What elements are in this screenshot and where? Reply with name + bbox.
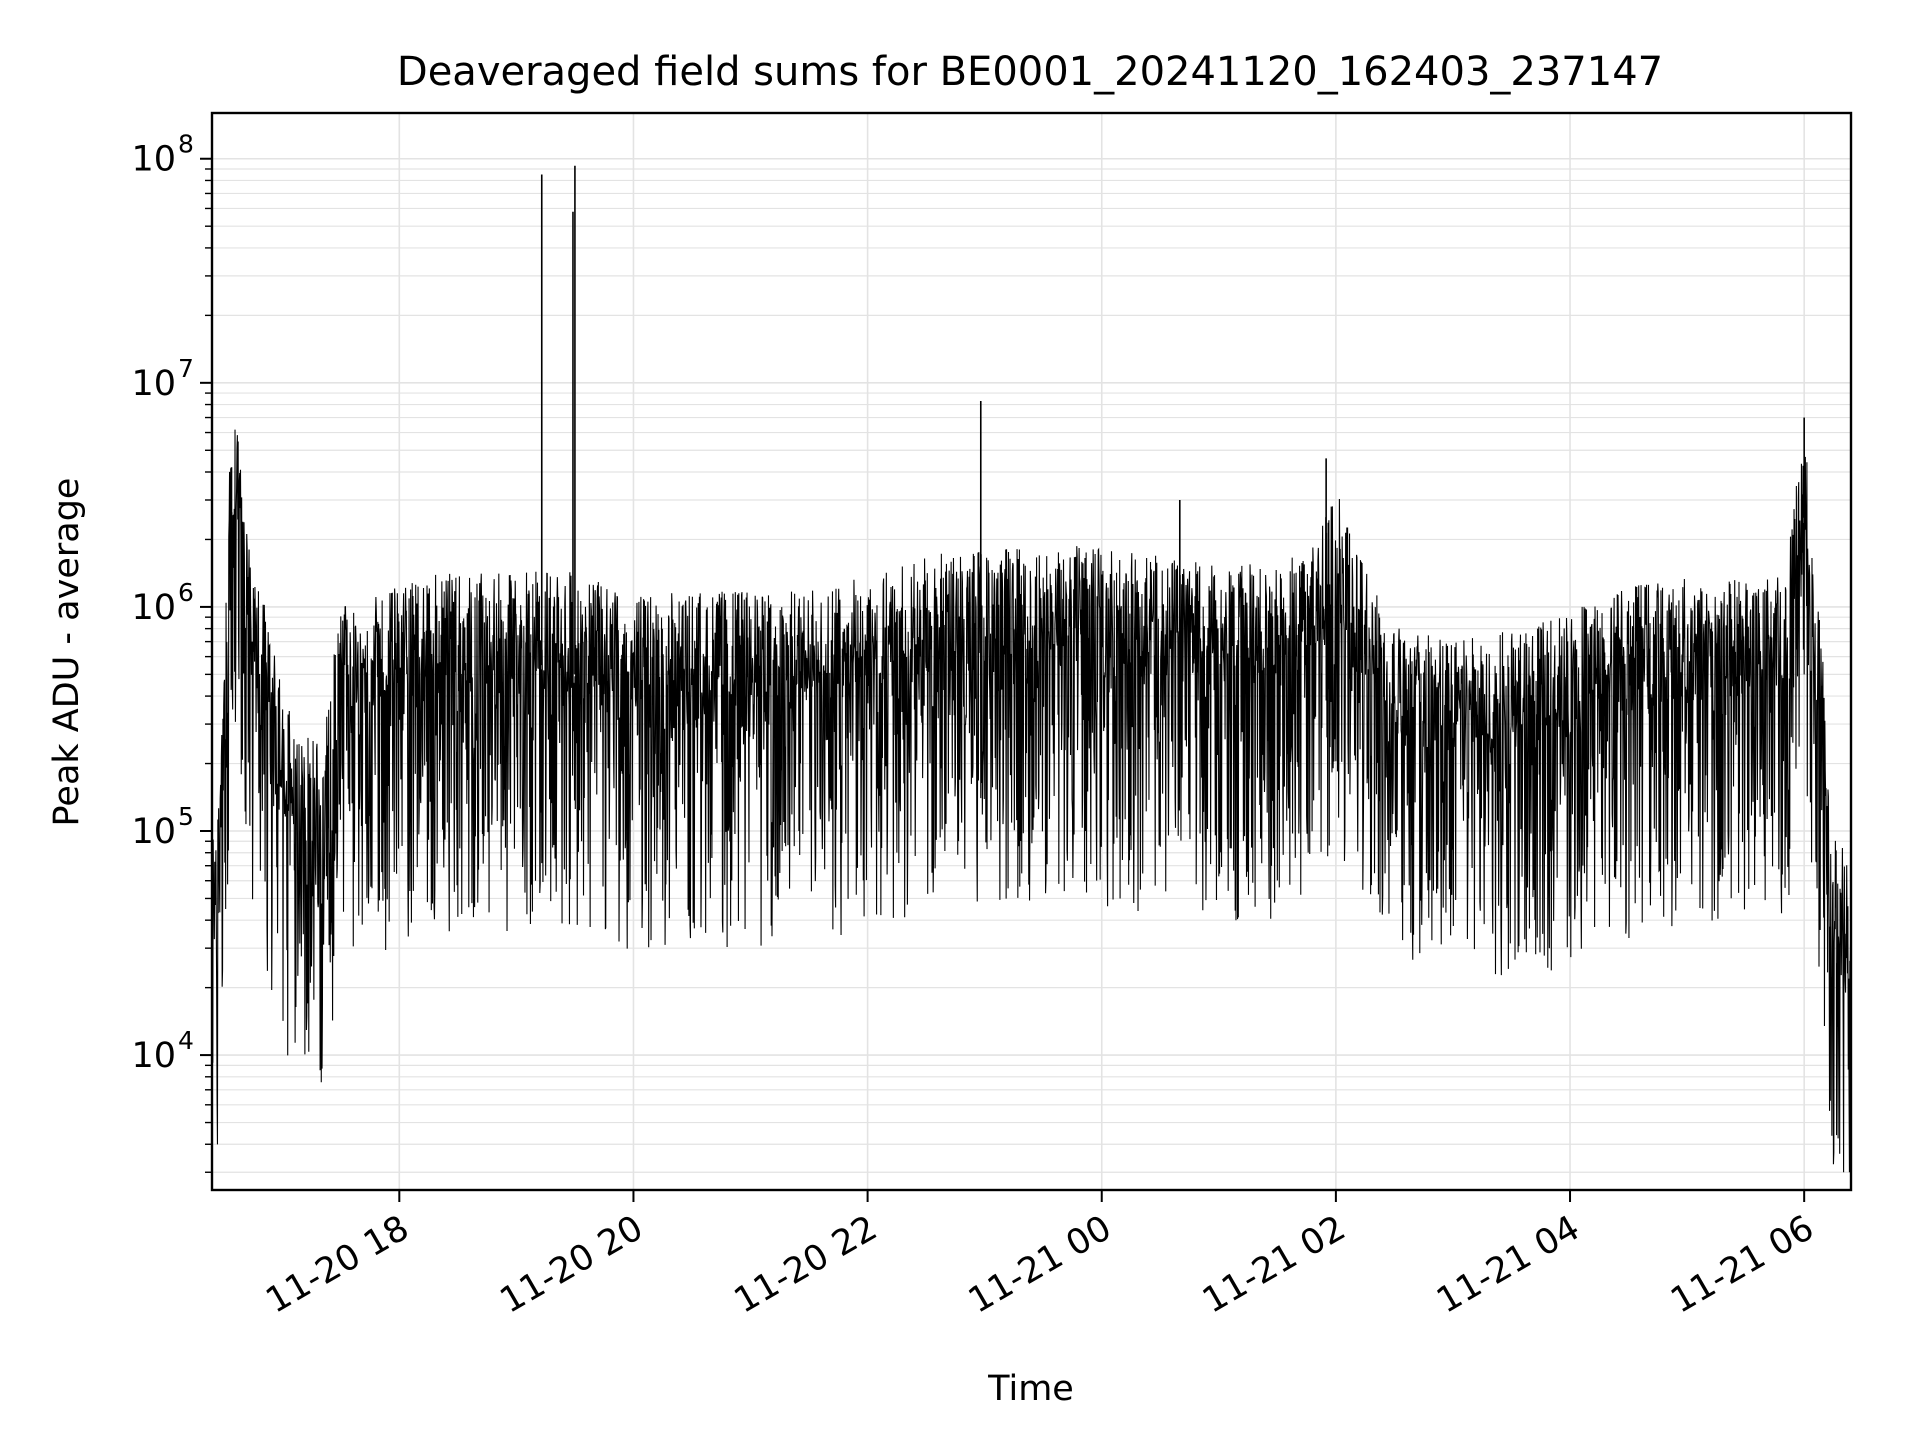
chart-title: Deaveraged field sums for BE0001_2024112… <box>397 49 1663 95</box>
y-tick-label: 10 <box>131 588 176 628</box>
y-tick-label: 10 <box>131 364 176 404</box>
y-tick-exponent: 8 <box>178 130 194 159</box>
x-axis-label: Time <box>987 1369 1074 1409</box>
y-tick-exponent: 5 <box>178 802 194 831</box>
y-tick-exponent: 6 <box>178 578 194 607</box>
y-tick-label: 10 <box>131 812 176 852</box>
y-tick-label: 10 <box>131 1036 176 1076</box>
data-trace <box>211 165 1852 1173</box>
y-axis-label: Peak ADU - average <box>47 478 87 827</box>
y-tick-exponent: 4 <box>178 1026 194 1055</box>
y-tick-label: 10 <box>131 140 176 180</box>
y-tick-exponent: 7 <box>178 354 194 383</box>
series-line <box>211 429 1852 1173</box>
plot-frame <box>210 111 1853 1192</box>
